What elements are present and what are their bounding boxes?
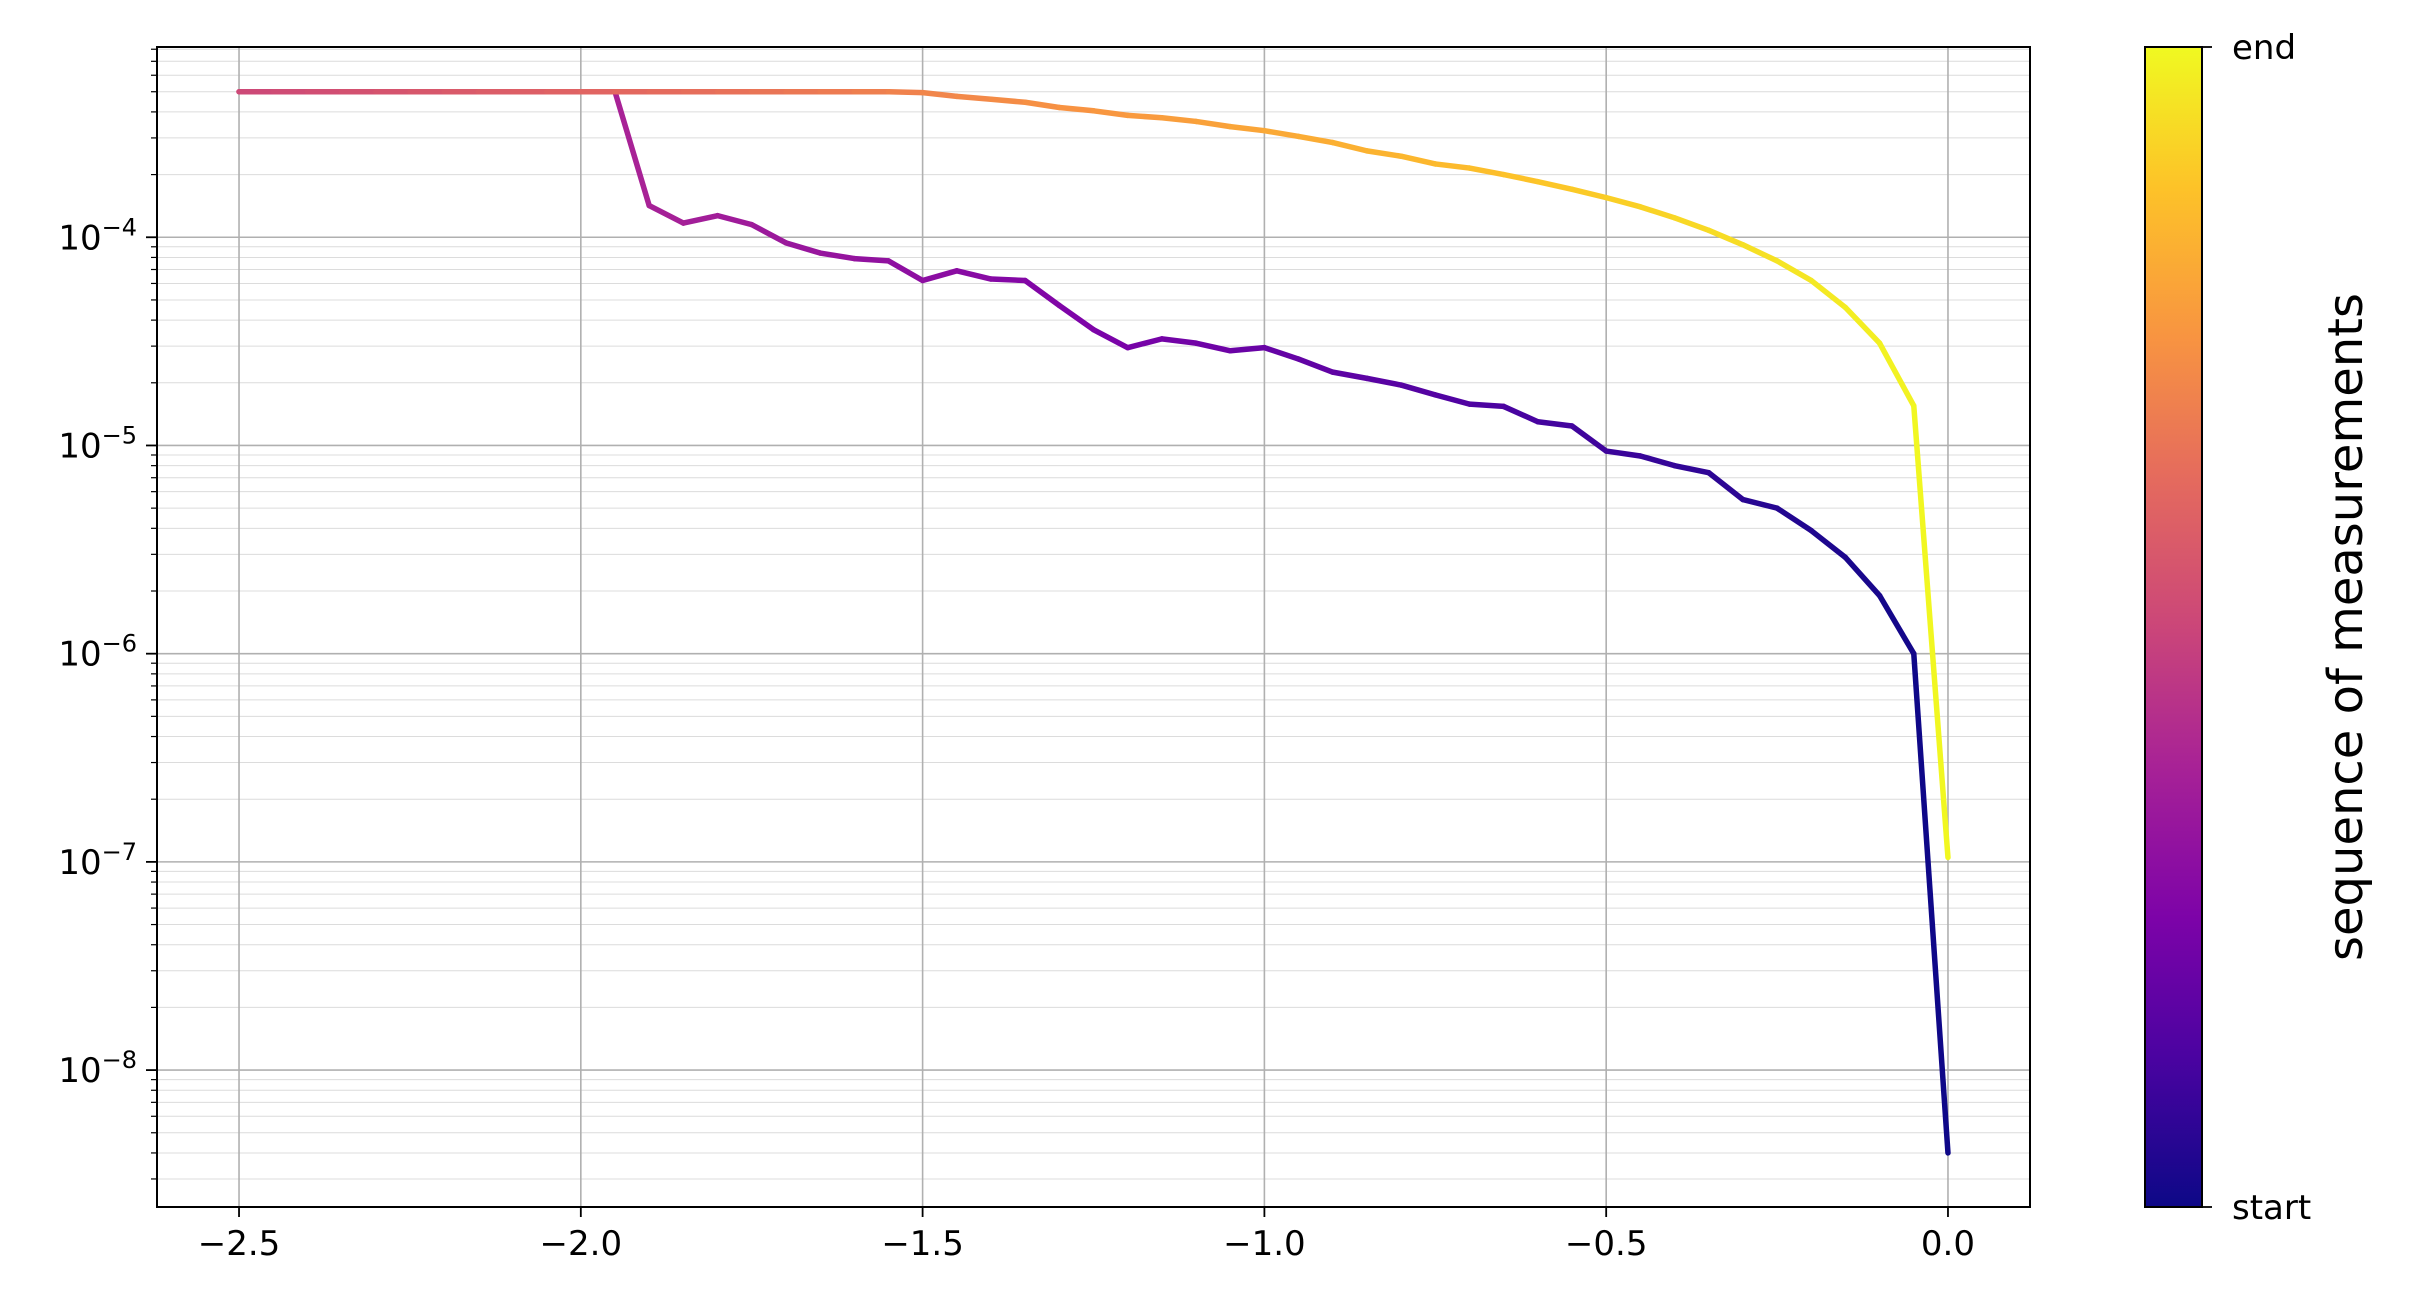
series-segment bbox=[1330, 139, 1370, 154]
series-segment bbox=[988, 96, 1028, 106]
y-tick-label: 10−6 bbox=[58, 630, 137, 675]
series-segment bbox=[1295, 133, 1336, 146]
series-segment bbox=[1808, 527, 1849, 561]
series-segment bbox=[1842, 304, 1883, 346]
series-segment bbox=[748, 221, 789, 246]
series-segment bbox=[1432, 161, 1473, 171]
series-segment bbox=[1364, 148, 1404, 159]
series-segment bbox=[1774, 505, 1815, 534]
series-segment bbox=[1090, 326, 1131, 351]
series-segment bbox=[954, 93, 994, 103]
series-segment bbox=[1330, 369, 1370, 382]
series-segment bbox=[817, 250, 857, 262]
series-segment bbox=[1364, 375, 1404, 388]
series-segment bbox=[1637, 453, 1678, 469]
grid-lines bbox=[157, 47, 2030, 1207]
series-segment bbox=[954, 268, 994, 282]
series-segment bbox=[1500, 403, 1541, 425]
colorbar: end start sequence of measurements bbox=[2144, 28, 2374, 1228]
series-segment bbox=[1056, 104, 1097, 114]
series-segment bbox=[851, 255, 892, 264]
plot-frame bbox=[156, 46, 2031, 1208]
series-segment bbox=[680, 212, 721, 226]
series-segment bbox=[1876, 592, 1917, 657]
series-segment bbox=[1842, 554, 1883, 599]
series-segment bbox=[1740, 242, 1780, 264]
y-tick-label: 10−8 bbox=[58, 1046, 137, 1091]
series-segment bbox=[1808, 277, 1849, 311]
series-segment bbox=[783, 240, 823, 256]
x-tick-label: −2.5 bbox=[198, 1224, 281, 1264]
series-segment bbox=[1911, 650, 1951, 1156]
series-segment bbox=[1705, 469, 1746, 503]
series-segment bbox=[1774, 258, 1815, 284]
series-segment bbox=[1466, 165, 1507, 178]
series-segment bbox=[1124, 112, 1165, 121]
series-segment bbox=[1671, 462, 1712, 476]
series-segment bbox=[1466, 401, 1507, 410]
series-segment bbox=[1022, 99, 1063, 111]
series-segment bbox=[1603, 448, 1644, 459]
y-tick-label: 10−5 bbox=[58, 421, 137, 466]
series-segment bbox=[1569, 186, 1609, 201]
series-segment bbox=[1261, 344, 1302, 362]
series-segment bbox=[1159, 336, 1199, 346]
series-segment bbox=[1227, 123, 1268, 134]
x-tick-label: −2.0 bbox=[540, 1224, 623, 1264]
series-segment bbox=[1295, 356, 1336, 375]
series-segment bbox=[1398, 153, 1439, 167]
series-segment bbox=[1056, 302, 1097, 333]
series-segment bbox=[1535, 178, 1575, 193]
series-segment bbox=[919, 89, 960, 100]
x-tick-label: −1.0 bbox=[1223, 1224, 1306, 1264]
series-segment bbox=[1193, 118, 1233, 130]
series-segment bbox=[1911, 403, 1951, 861]
axes: −2.5 −2.0 −1.5 −1.0 −0.5 0.0 10−8 10−7 10−6 10−5 1… bbox=[58, 46, 2031, 1264]
series-segment bbox=[1603, 194, 1644, 210]
colorbar-gradient bbox=[2144, 46, 2203, 1208]
series-segment bbox=[1740, 496, 1780, 511]
series-segment bbox=[646, 202, 687, 226]
series-segment bbox=[1637, 204, 1678, 221]
series-segment bbox=[612, 88, 652, 209]
colorbar-tick-start: start bbox=[2232, 1188, 2311, 1228]
series-segment bbox=[1022, 277, 1063, 309]
x-tick-label: −0.5 bbox=[1565, 1224, 1648, 1264]
series-segment bbox=[885, 88, 926, 96]
x-tick-label: −1.5 bbox=[881, 1224, 964, 1264]
series-segment bbox=[1705, 227, 1746, 248]
y-tick-label: 10−7 bbox=[58, 838, 137, 883]
series-segment bbox=[1876, 340, 1917, 409]
series-segment bbox=[1398, 382, 1439, 398]
series-segment bbox=[1500, 171, 1541, 185]
colorbar-label: sequence of measurements bbox=[2318, 293, 2374, 961]
series-segment bbox=[885, 258, 926, 284]
series-lines bbox=[236, 88, 1951, 1156]
series-segment bbox=[1569, 423, 1609, 454]
series-segment bbox=[1124, 336, 1165, 351]
y-tick-label: 10−4 bbox=[58, 213, 137, 258]
colorbar-tick-end: end bbox=[2232, 28, 2296, 68]
series-segment bbox=[714, 212, 755, 228]
series-segment bbox=[1432, 392, 1473, 407]
series-segment bbox=[1261, 127, 1302, 140]
series-segment bbox=[1535, 418, 1575, 429]
series-segment bbox=[919, 268, 960, 284]
series-segment bbox=[1193, 340, 1233, 354]
series-segment bbox=[1090, 108, 1131, 119]
x-tick-label: 0.0 bbox=[1921, 1224, 1975, 1264]
series-segment bbox=[988, 276, 1028, 284]
series-segment bbox=[1159, 114, 1199, 125]
series-segment bbox=[1671, 215, 1712, 234]
series-segment bbox=[1227, 344, 1268, 354]
